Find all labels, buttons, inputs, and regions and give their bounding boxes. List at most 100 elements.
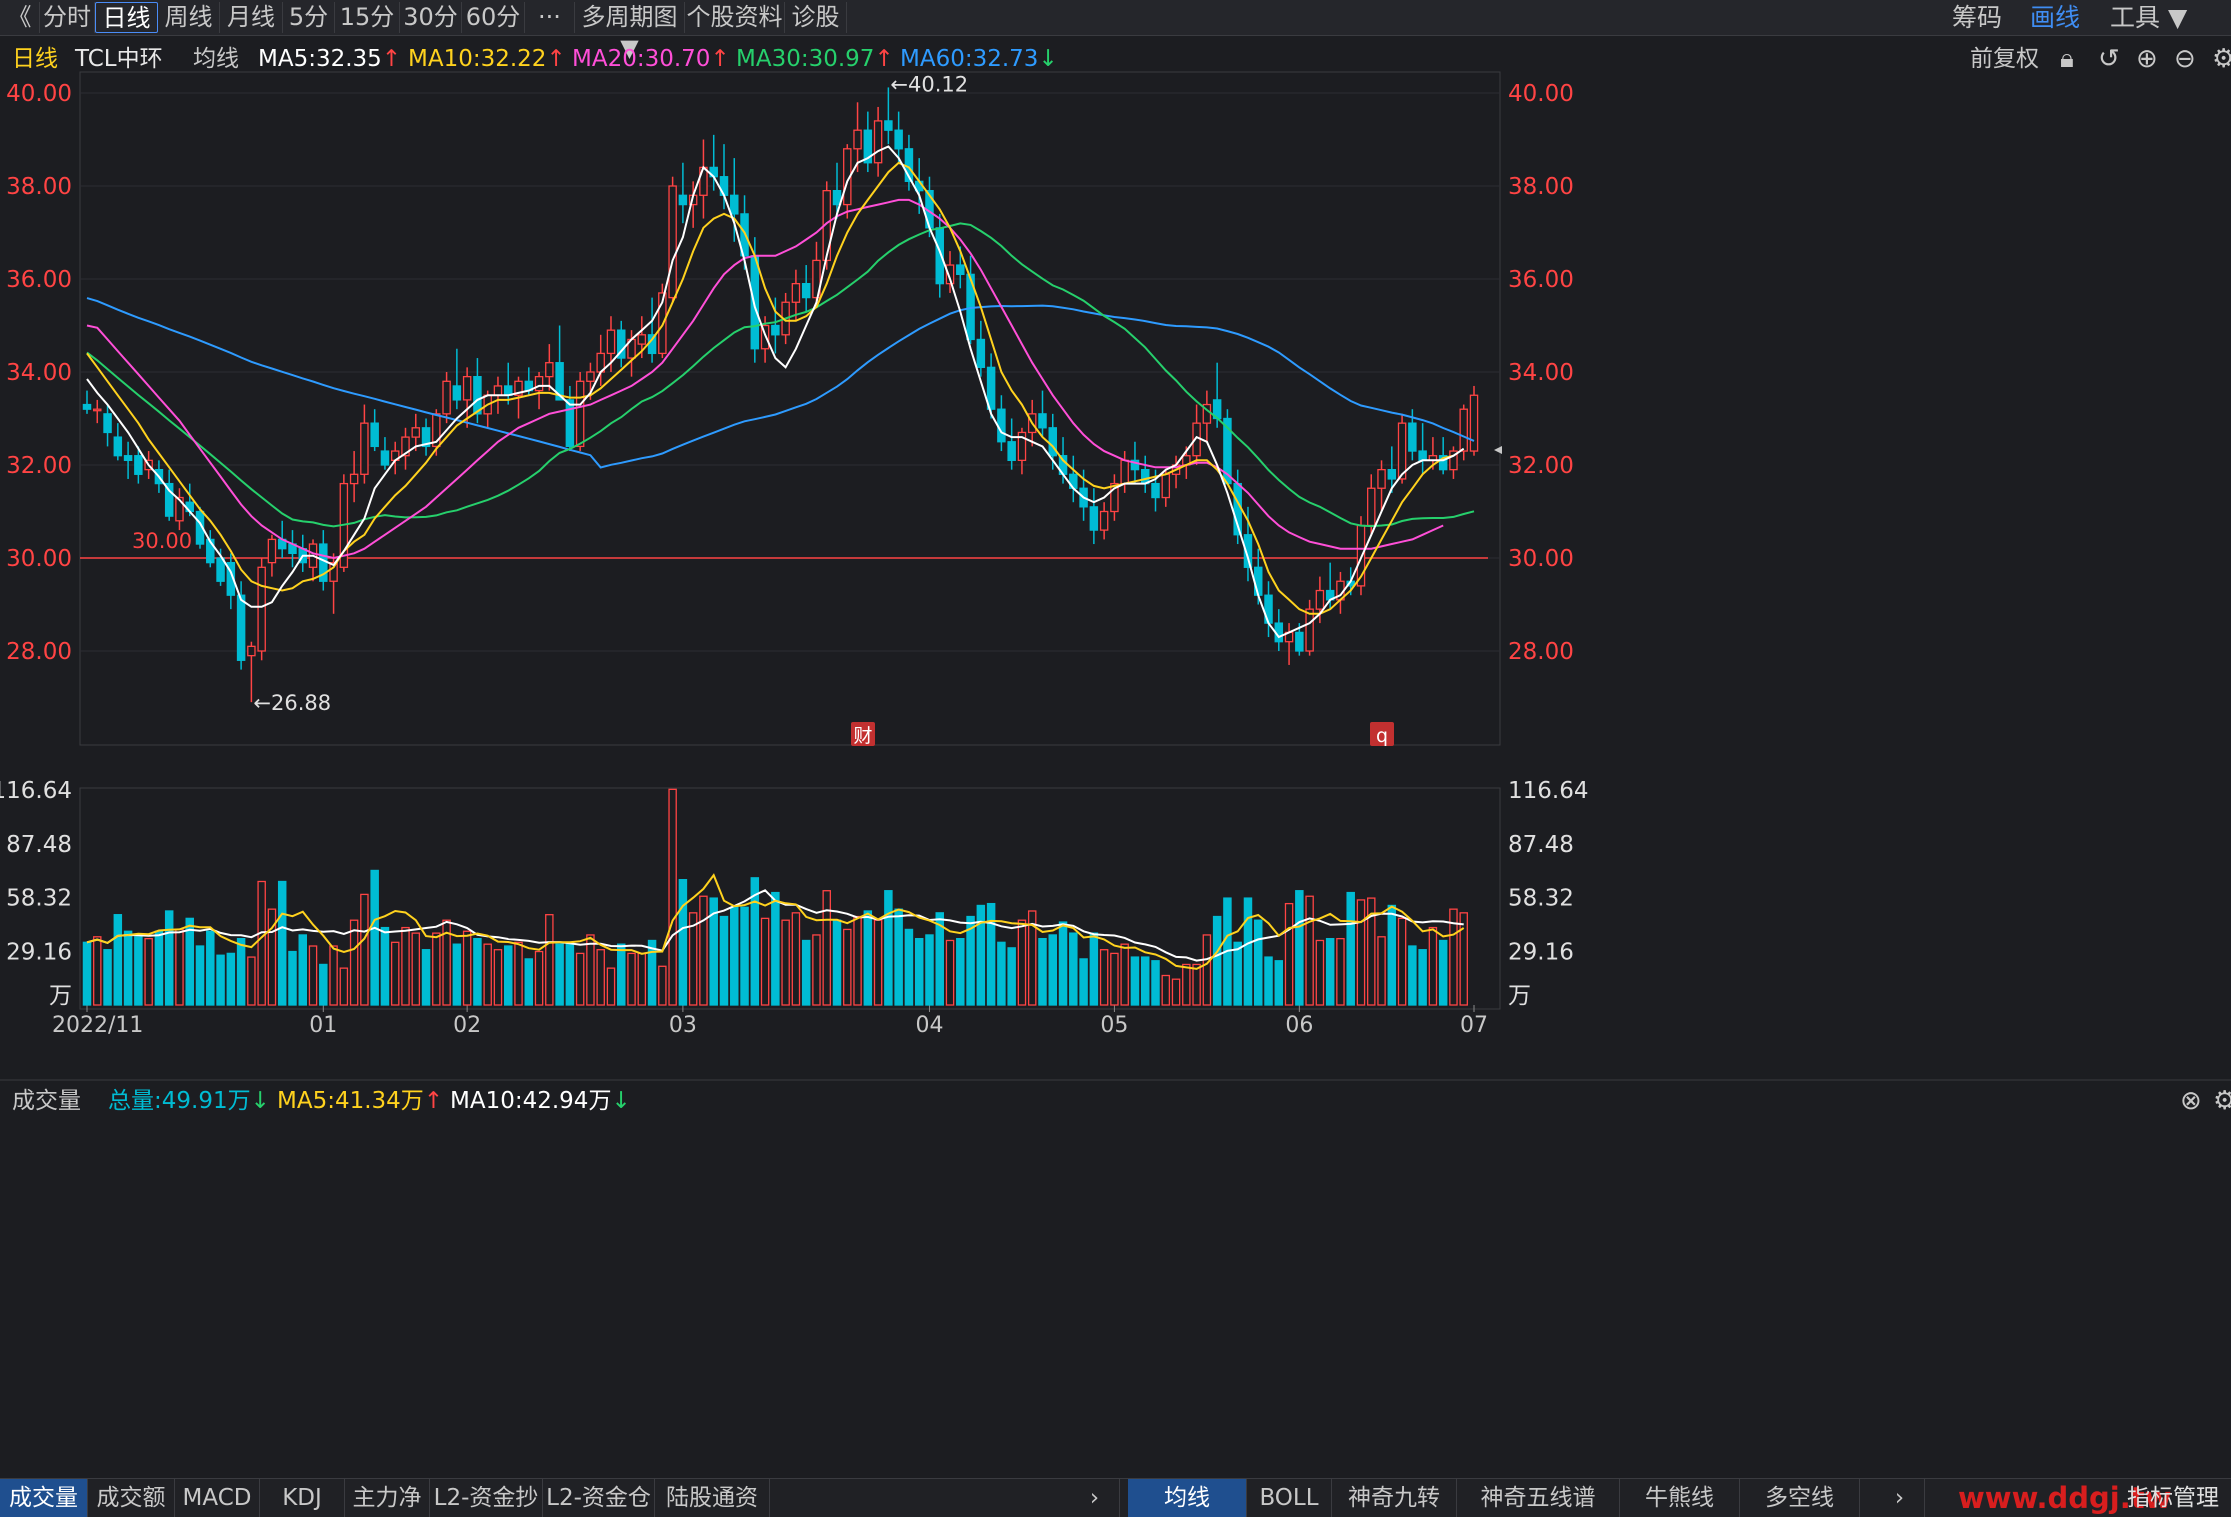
volume-bar bbox=[1130, 956, 1140, 1006]
ma-label[interactable]: 均线 bbox=[193, 46, 239, 72]
candle-body bbox=[421, 427, 431, 448]
zoom-out-icon[interactable]: ⊖ bbox=[2174, 44, 2196, 74]
period-tab-10[interactable]: 个股资料 bbox=[685, 2, 785, 33]
volume-bar bbox=[966, 915, 975, 1006]
candle-body bbox=[606, 329, 616, 355]
volume-bar bbox=[1007, 947, 1016, 1006]
reference-line-label: 30.00 bbox=[132, 529, 192, 553]
period-tab-1[interactable]: 日线 bbox=[95, 2, 158, 33]
volume-bar bbox=[565, 941, 575, 1006]
indicator-tab-left-1[interactable]: 成交额 bbox=[88, 1479, 175, 1517]
period-tab-0[interactable]: 分时 bbox=[40, 2, 95, 33]
volume-bar bbox=[894, 908, 903, 1006]
period-tab-3[interactable]: 月线 bbox=[220, 2, 283, 33]
zoom-in-icon[interactable]: ⊕ bbox=[2136, 44, 2158, 74]
volume-bar bbox=[976, 904, 986, 1006]
indicator-tab-left-5[interactable]: L2-资金抄底 bbox=[430, 1479, 543, 1517]
volume-bar bbox=[1284, 902, 1294, 1006]
period-tab-8[interactable]: ··· bbox=[525, 2, 575, 33]
candle-body bbox=[206, 538, 215, 564]
undo-icon[interactable]: ↺ bbox=[2098, 44, 2120, 74]
indicator-tab-left-3[interactable]: KDJ bbox=[260, 1479, 345, 1517]
tools-menu-button[interactable]: 工具 ▼ bbox=[2110, 3, 2188, 32]
ma60-value: MA60:32.73↓ bbox=[900, 46, 1058, 72]
candle-body bbox=[267, 538, 277, 564]
volume-bar bbox=[1110, 952, 1119, 1006]
volume-bar bbox=[288, 950, 297, 1006]
candle-body bbox=[236, 594, 246, 661]
chips-button[interactable]: 筹码 bbox=[1952, 3, 2003, 32]
period-tab-2[interactable]: 周线 bbox=[158, 2, 220, 33]
volume-tick-right: 29.16 bbox=[1508, 939, 1574, 965]
candle-body bbox=[175, 496, 184, 522]
volume-bar bbox=[750, 877, 760, 1006]
ma10-value: MA10:32.22↑ bbox=[408, 46, 566, 72]
candle-body bbox=[976, 338, 986, 369]
candle-body bbox=[1449, 450, 1458, 471]
candle-body bbox=[1469, 394, 1479, 452]
volume-bar bbox=[524, 958, 534, 1006]
period-tab-4[interactable]: 5分 bbox=[283, 2, 335, 33]
candle-body bbox=[997, 408, 1006, 443]
volume-bar bbox=[226, 952, 236, 1006]
period-label: 日线 bbox=[12, 46, 58, 72]
indicator-tab-left-4[interactable]: 主力净额 bbox=[345, 1479, 430, 1517]
candle-body bbox=[1120, 459, 1129, 485]
stock-name: TCL中环 bbox=[75, 46, 163, 72]
indicator-tab-left-2[interactable]: MACD bbox=[175, 1479, 260, 1517]
indicator-tab-left-6[interactable]: L2-资金仓位 bbox=[543, 1479, 655, 1517]
indicator-tab-left-0[interactable]: 成交量 bbox=[0, 1479, 88, 1517]
adjust-menu[interactable]: 前复权 bbox=[1970, 46, 2039, 72]
volume-bar bbox=[668, 788, 677, 1006]
volume-bar bbox=[1048, 934, 1058, 1006]
candle-body bbox=[791, 282, 801, 303]
volume-bar bbox=[1387, 904, 1397, 1006]
draw-line-button[interactable]: 画线 bbox=[2030, 3, 2081, 32]
period-tab-11[interactable]: 诊股 bbox=[785, 2, 847, 33]
settings-icon[interactable]: ⚙ bbox=[2212, 44, 2231, 74]
period-tab-5[interactable]: 15分 bbox=[335, 2, 400, 33]
candle-body bbox=[894, 129, 903, 150]
period-tab-7[interactable]: 60分 bbox=[462, 2, 525, 33]
overlay-tab-2[interactable]: 神奇九转 bbox=[1332, 1479, 1457, 1517]
candle-body bbox=[565, 399, 575, 448]
date-tick-label: 07 bbox=[1460, 1013, 1488, 1038]
volume-bar bbox=[113, 914, 123, 1006]
date-tick-label: 01 bbox=[309, 1013, 337, 1038]
period-tab-9[interactable]: 多周期图 ▼ bbox=[575, 2, 685, 62]
indicator-tab-left-7[interactable]: 陆股通资金 bbox=[655, 1479, 770, 1517]
stock-chart[interactable]: 40.00 40.00 38.00 38.00 36.00 36.00 34.00 34.00… bbox=[0, 0, 2231, 1478]
volume-bar bbox=[1253, 919, 1263, 1006]
candle-body bbox=[801, 282, 811, 299]
price-tick-right: 30.00 bbox=[1508, 546, 1574, 572]
price-tick-right: 38.00 bbox=[1508, 174, 1574, 200]
price-tick-left: 38.00 bbox=[6, 174, 72, 200]
volume-bar bbox=[493, 949, 503, 1006]
overlay-tab-3[interactable]: 神奇五线谱 bbox=[1457, 1479, 1620, 1517]
tabs-more-left-button[interactable]: › bbox=[1070, 1479, 1120, 1517]
overlay-tab-5[interactable]: 多空线 bbox=[1740, 1479, 1860, 1517]
indicator-manage-button[interactable]: 指标管理 bbox=[2127, 1485, 2219, 1511]
candle-body bbox=[360, 422, 369, 475]
close-volume-icon[interactable]: ⊗ bbox=[2180, 1086, 2202, 1116]
price-tick-right: 36.00 bbox=[1508, 267, 1574, 293]
candle-body bbox=[401, 436, 410, 457]
volume-bar bbox=[1377, 936, 1386, 1006]
volume-bar bbox=[709, 897, 718, 1006]
volume-bar bbox=[1408, 945, 1417, 1006]
overlay-tab-0[interactable]: 均线 bbox=[1128, 1479, 1247, 1517]
lock-icon[interactable]: 🔒︎ bbox=[2060, 44, 2074, 74]
price-tick-left: 30.00 bbox=[6, 546, 72, 572]
back-button[interactable]: 《 bbox=[0, 2, 40, 33]
period-tab-6[interactable]: 30分 bbox=[400, 2, 462, 33]
overlay-tab-4[interactable]: 牛熊线 bbox=[1620, 1479, 1740, 1517]
volume-bar bbox=[801, 939, 811, 1006]
candle-body bbox=[257, 566, 266, 652]
overlay-tab-1[interactable]: BOLL bbox=[1247, 1479, 1332, 1517]
volume-settings-icon[interactable]: ⚙ bbox=[2213, 1086, 2231, 1116]
volume-bar bbox=[1058, 921, 1068, 1006]
volume-tick-left: 58.32 bbox=[6, 886, 72, 912]
tabs-more-right-button[interactable]: › bbox=[1875, 1479, 1925, 1517]
candle-body bbox=[226, 562, 236, 596]
candle-body bbox=[329, 562, 338, 582]
